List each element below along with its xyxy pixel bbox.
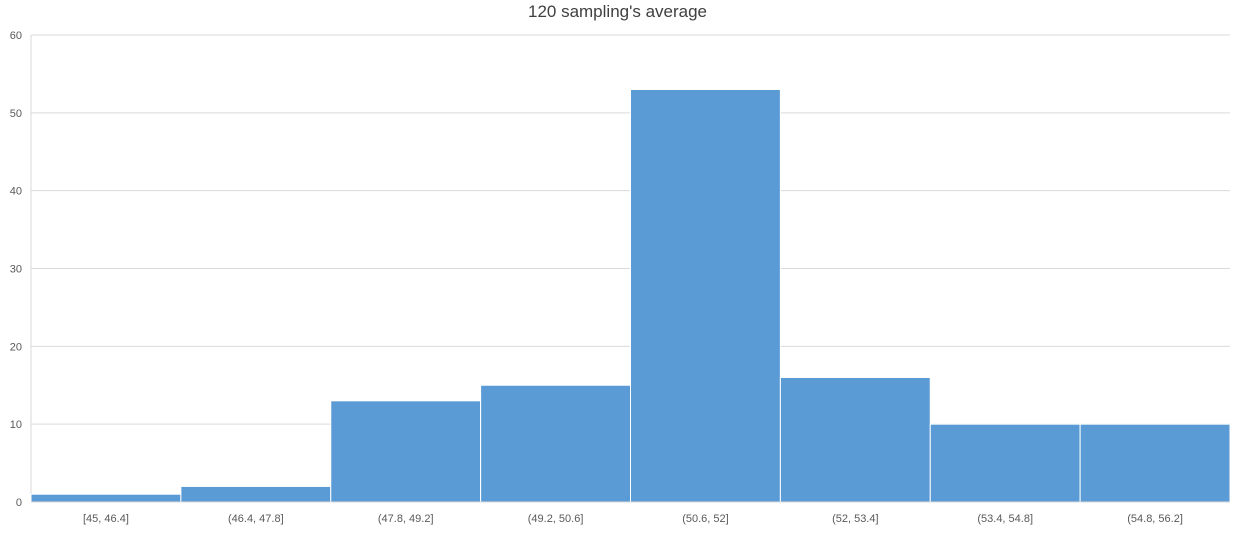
histogram-bar [630,88,781,503]
x-tick-label: (53.4, 54.8] [977,513,1033,525]
y-tick-label: 20 [10,341,22,353]
y-tick-label: 60 [10,30,22,42]
x-tick-label: (52, 53.4] [832,513,878,525]
y-tick-label: 40 [10,186,22,198]
x-tick-label: (54.8, 56.2] [1127,513,1183,525]
histogram-bar [330,400,482,503]
y-tick-label: 30 [10,264,22,276]
histogram-bar [180,485,332,503]
x-tick-label: (46.4, 47.8] [228,513,284,525]
histogram-bar [779,376,931,503]
histogram-bar [929,423,1081,503]
x-tick-label: (47.8, 49.2] [378,513,434,525]
histogram-bar [1079,423,1231,503]
y-tick-label: 50 [10,108,22,120]
y-tick-label: 10 [10,419,22,431]
chart-title: 120 sampling's average [527,2,708,21]
x-tick-label: (50.6, 52] [682,513,728,525]
histogram-bar [480,384,631,503]
y-tick-label: 0 [16,497,22,509]
x-tick-label: [45, 46.4] [83,513,129,525]
histogram-bar [30,493,182,503]
x-tick-label: (49.2, 50.6] [528,513,584,525]
